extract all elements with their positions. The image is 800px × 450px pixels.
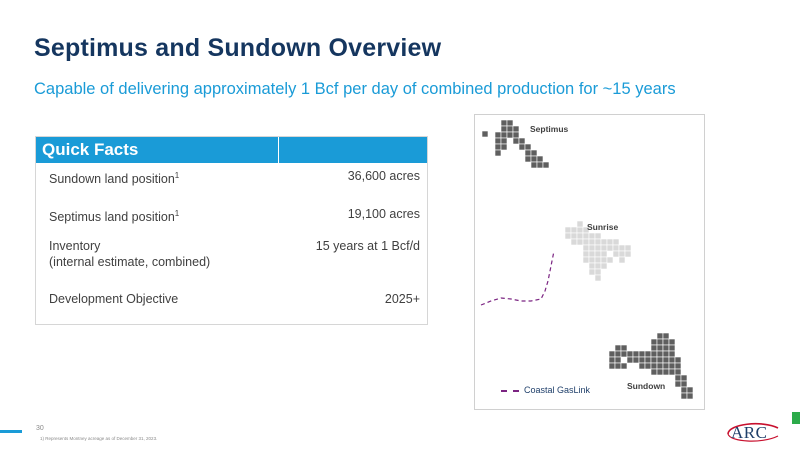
pipeline-legend-icon [501,389,519,392]
footnote: 1) Represents Montney acreage as of Dece… [40,436,158,441]
header-divider [278,137,279,163]
acreage-map: Septimus Sunrise Sundown Coastal GasLink [474,114,705,410]
quick-facts-title: Quick Facts [42,140,139,159]
corner-accent-bar [792,412,800,424]
fact-label: Inventory (internal estimate, combined) [49,239,211,269]
page-subtitle: Capable of delivering approximately 1 Bc… [34,80,676,98]
page-title: Septimus and Sundown Overview [34,34,442,62]
sundown-label: Sundown [627,381,666,391]
sunrise-label: Sunrise [587,222,619,232]
sundown-acreage [608,332,694,400]
fact-value: 19,100 acres [347,207,420,221]
sunrise-acreage [564,220,632,282]
fact-label: Septimus land position1 [49,209,180,225]
fact-value: 2025+ [384,292,420,306]
legend-label: Coastal GasLink [524,385,591,395]
page-number: 30 [36,425,44,432]
map-graphic [480,119,694,400]
logo-swoosh-icon [727,422,779,442]
coastal-gaslink-pipeline [480,250,555,306]
footer-accent-bar [0,430,22,433]
fact-value: 15 years at 1 Bcf/d [315,239,420,253]
quick-facts-header: Quick Facts [36,137,427,163]
septimus-acreage [481,119,550,169]
fact-value: 36,600 acres [347,169,420,183]
quick-facts-table: Quick Facts Sundown land position1 36,60… [35,136,428,325]
septimus-label: Septimus [530,124,569,134]
fact-label: Development Objective [49,292,179,306]
logo-text: ARC [731,423,768,442]
fact-label: Sundown land position1 [49,171,180,187]
arc-logo: ARC [722,420,782,444]
map-legend: Coastal GasLink [501,385,590,395]
